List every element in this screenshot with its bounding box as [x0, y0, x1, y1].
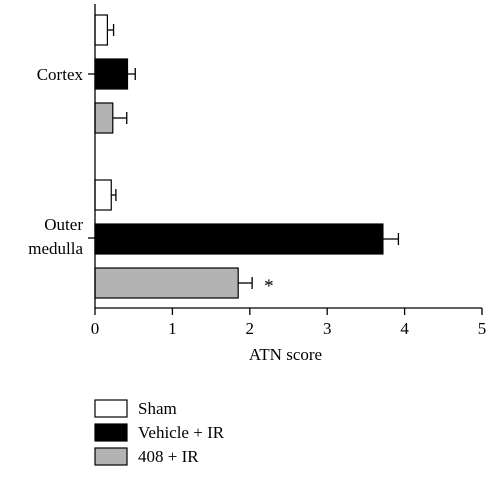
x-tick-label: 3	[323, 319, 332, 338]
category-label-cortex: Cortex	[37, 65, 84, 84]
x-tick-label: 4	[400, 319, 409, 338]
legend-swatch	[94, 447, 128, 466]
category-label-outer-medulla: Outer	[44, 215, 83, 234]
bar-cortex-408-ir	[94, 102, 114, 134]
legend-label: Vehicle + IR	[138, 423, 225, 442]
bar-outer-medulla-sham	[94, 179, 112, 211]
bar-outer-medulla-vehicle-ir	[94, 223, 384, 255]
x-tick-label: 2	[246, 319, 255, 338]
x-tick-label: 1	[168, 319, 177, 338]
legend-label: 408 + IR	[138, 447, 199, 466]
significance-asterisk: *	[264, 276, 274, 297]
category-label-outer-medulla: medulla	[28, 239, 83, 258]
legend-swatch	[94, 423, 128, 442]
x-tick-label: 0	[91, 319, 100, 338]
legend-swatch	[94, 399, 128, 418]
x-axis-title: ATN score	[249, 345, 322, 364]
bar-cortex-vehicle-ir	[94, 58, 129, 90]
legend-label: Sham	[138, 399, 177, 418]
bar-cortex-sham	[94, 14, 108, 46]
bar-outer-medulla-408-ir	[94, 267, 239, 299]
x-tick-label: 5	[478, 319, 486, 338]
